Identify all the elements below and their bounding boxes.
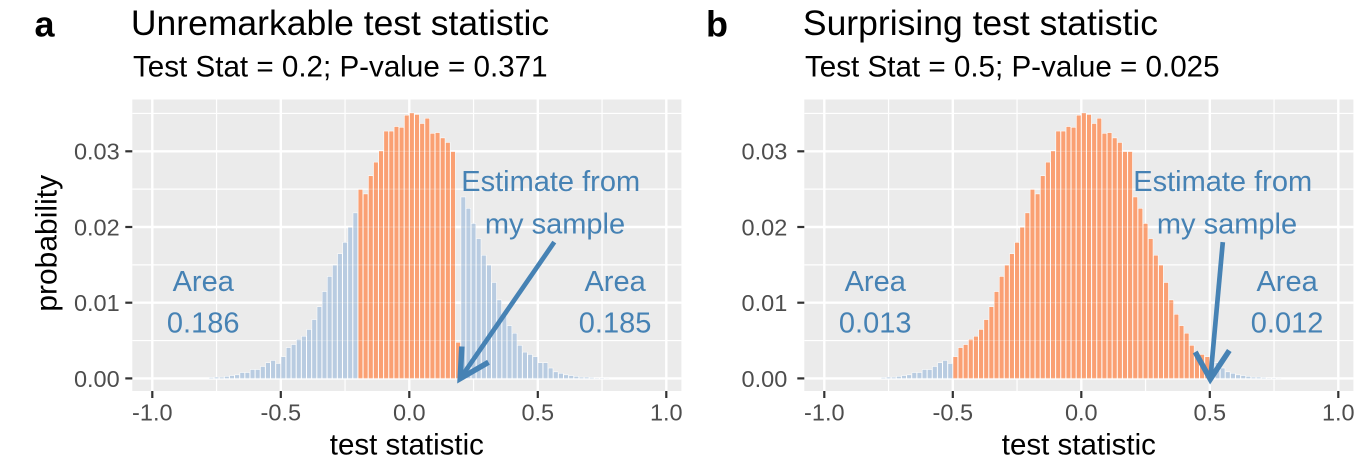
svg-text:b: b (706, 3, 728, 44)
svg-text:0.186: 0.186 (167, 308, 240, 340)
svg-text:1.0: 1.0 (1322, 400, 1355, 426)
svg-text:1.0: 1.0 (650, 400, 683, 426)
svg-text:Test Stat = 0.2; P-value = 0.3: Test Stat = 0.2; P-value = 0.371 (133, 51, 548, 84)
svg-text:0.185: 0.185 (579, 308, 652, 340)
svg-text:-1.0: -1.0 (132, 400, 173, 426)
svg-text:Unremarkable test statistic: Unremarkable test statistic (131, 3, 549, 43)
svg-text:probability: probability (30, 175, 63, 312)
svg-text:0.02: 0.02 (74, 214, 120, 240)
svg-text:0.5: 0.5 (521, 400, 554, 426)
svg-text:Estimate from: Estimate from (461, 166, 640, 198)
svg-text:0.013: 0.013 (839, 308, 912, 340)
svg-text:test statistic: test statistic (330, 429, 484, 462)
svg-text:0.03: 0.03 (742, 139, 788, 165)
svg-text:-0.5: -0.5 (261, 400, 302, 426)
svg-text:-0.5: -0.5 (933, 400, 974, 426)
svg-text:-1.0: -1.0 (804, 400, 845, 426)
svg-text:0.00: 0.00 (74, 366, 120, 392)
svg-text:a: a (35, 3, 56, 44)
svg-text:Area: Area (173, 266, 235, 298)
svg-text:0.0: 0.0 (1065, 400, 1098, 426)
svg-text:0.02: 0.02 (742, 214, 788, 240)
svg-text:Area: Area (845, 266, 907, 298)
svg-text:Surprising test statistic: Surprising test statistic (803, 3, 1158, 43)
svg-text:0.5: 0.5 (1193, 400, 1226, 426)
svg-text:Estimate from: Estimate from (1133, 166, 1312, 198)
svg-text:0.0: 0.0 (393, 400, 426, 426)
svg-text:Area: Area (1256, 266, 1318, 298)
svg-text:my sample: my sample (1157, 209, 1297, 241)
svg-text:test statistic: test statistic (1002, 429, 1156, 462)
svg-text:0.012: 0.012 (1251, 308, 1324, 340)
svg-text:0.01: 0.01 (74, 290, 120, 316)
svg-text:my sample: my sample (485, 209, 625, 241)
svg-text:0.01: 0.01 (742, 290, 788, 316)
svg-text:0.00: 0.00 (742, 366, 788, 392)
svg-text:Area: Area (584, 266, 646, 298)
svg-text:0.03: 0.03 (74, 139, 120, 165)
svg-text:Test Stat = 0.5; P-value = 0.0: Test Stat = 0.5; P-value = 0.025 (805, 51, 1220, 84)
